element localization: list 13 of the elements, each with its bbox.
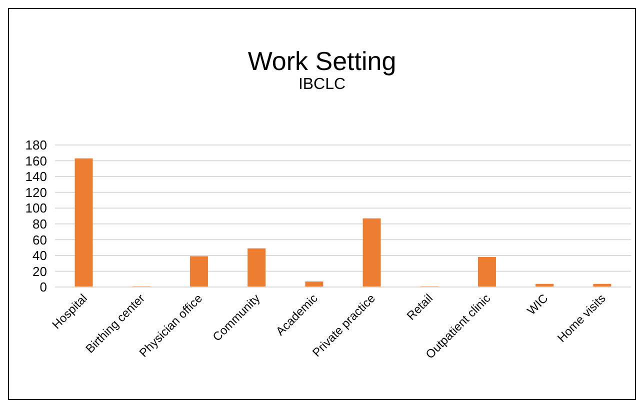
chart-subtitle: IBCLC — [297, 76, 347, 95]
y-tick-label: 140 — [25, 169, 47, 184]
y-tick-label: 120 — [25, 184, 47, 200]
y-tick-label: 20 — [32, 264, 47, 279]
y-tick-label: 180 — [25, 138, 47, 153]
chart-title: Work Setting — [246, 46, 398, 76]
y-tick-label: 160 — [25, 153, 47, 168]
y-tick-label: 80 — [32, 216, 47, 232]
y-tick-label: 60 — [32, 232, 47, 248]
y-tick-label: 40 — [32, 248, 47, 264]
y-tick-label: 100 — [25, 200, 47, 216]
x-tick-label: WIC — [524, 290, 551, 318]
y-tick-label: 0 — [40, 280, 47, 295]
